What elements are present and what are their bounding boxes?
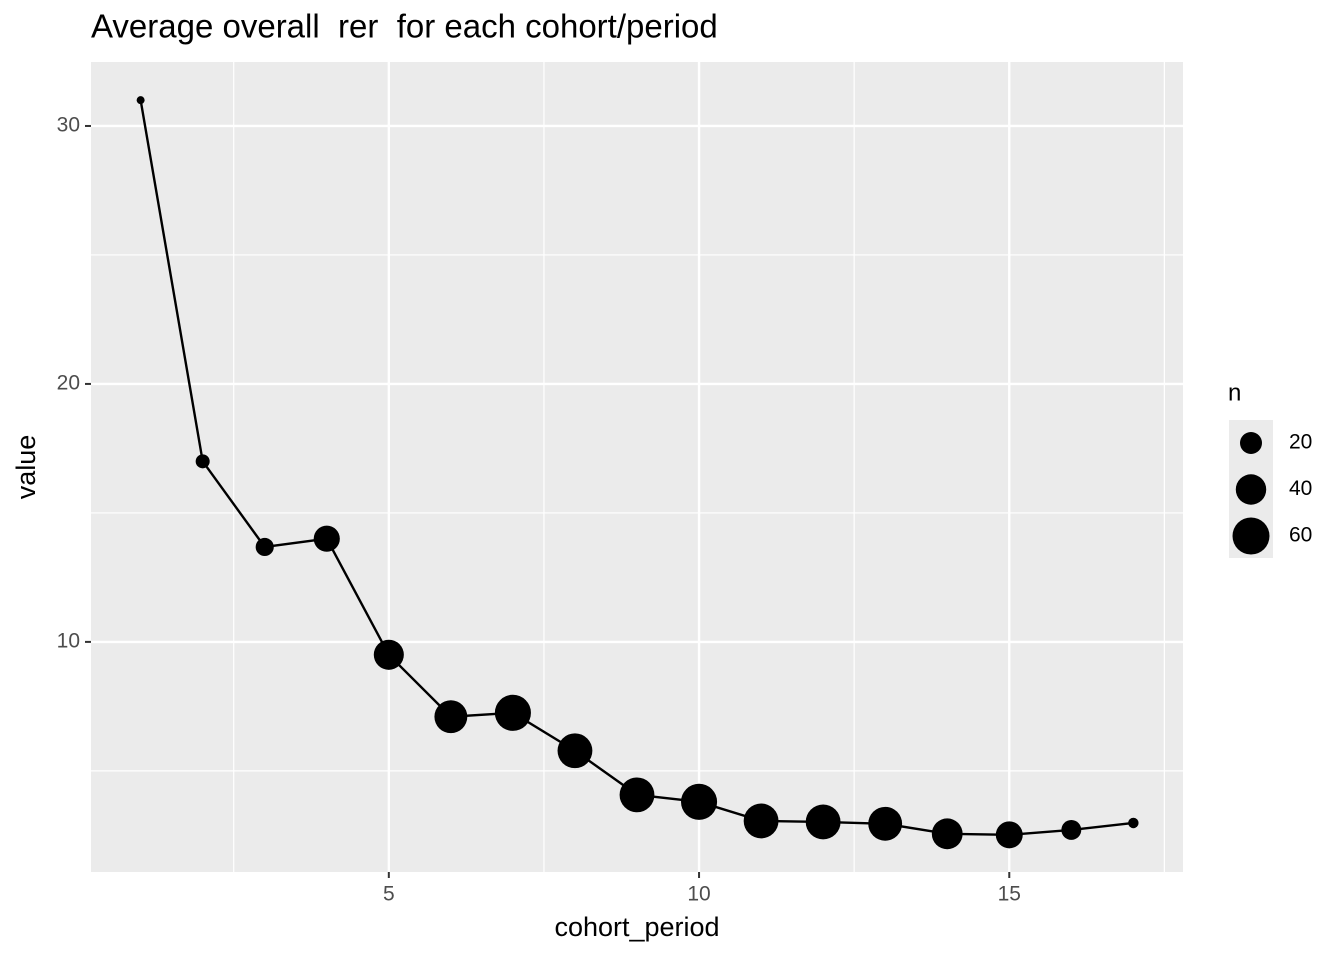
- legend-key: [1232, 517, 1270, 555]
- bubble: [557, 733, 593, 769]
- bubble: [868, 806, 903, 841]
- x-tick-label: 15: [998, 883, 1021, 906]
- legend-label: 40: [1289, 477, 1312, 500]
- x-tick-label: 10: [687, 883, 710, 906]
- bubble: [1061, 820, 1082, 840]
- bubble: [494, 694, 531, 731]
- bubble: [619, 777, 655, 813]
- bubble: [681, 783, 718, 820]
- legend-title: n: [1228, 379, 1241, 406]
- bubble: [313, 525, 340, 552]
- x-axis-label: cohort_period: [554, 912, 719, 942]
- bubble: [931, 818, 963, 850]
- x-tick-label: 5: [383, 883, 395, 906]
- legend-label: 60: [1289, 524, 1312, 547]
- y-axis-label: value: [11, 435, 41, 500]
- y-tick-label: 20: [57, 371, 80, 394]
- bubble: [995, 821, 1023, 849]
- chart-title: Average overall rer for each cohort/peri…: [91, 8, 718, 45]
- legend-label: 20: [1289, 431, 1312, 454]
- bubble: [195, 454, 210, 469]
- bubble: [434, 700, 468, 734]
- y-tick-label: 10: [57, 629, 80, 652]
- bubble: [1128, 817, 1139, 829]
- y-tick-label: 30: [57, 114, 80, 137]
- bubble: [255, 537, 274, 557]
- bubble: [743, 803, 779, 839]
- legend-key: [1240, 432, 1262, 454]
- legend-key: [1235, 474, 1267, 505]
- panel: [91, 62, 1183, 872]
- bubble: [373, 639, 404, 670]
- bubble: [805, 804, 841, 840]
- bubble: [136, 96, 145, 105]
